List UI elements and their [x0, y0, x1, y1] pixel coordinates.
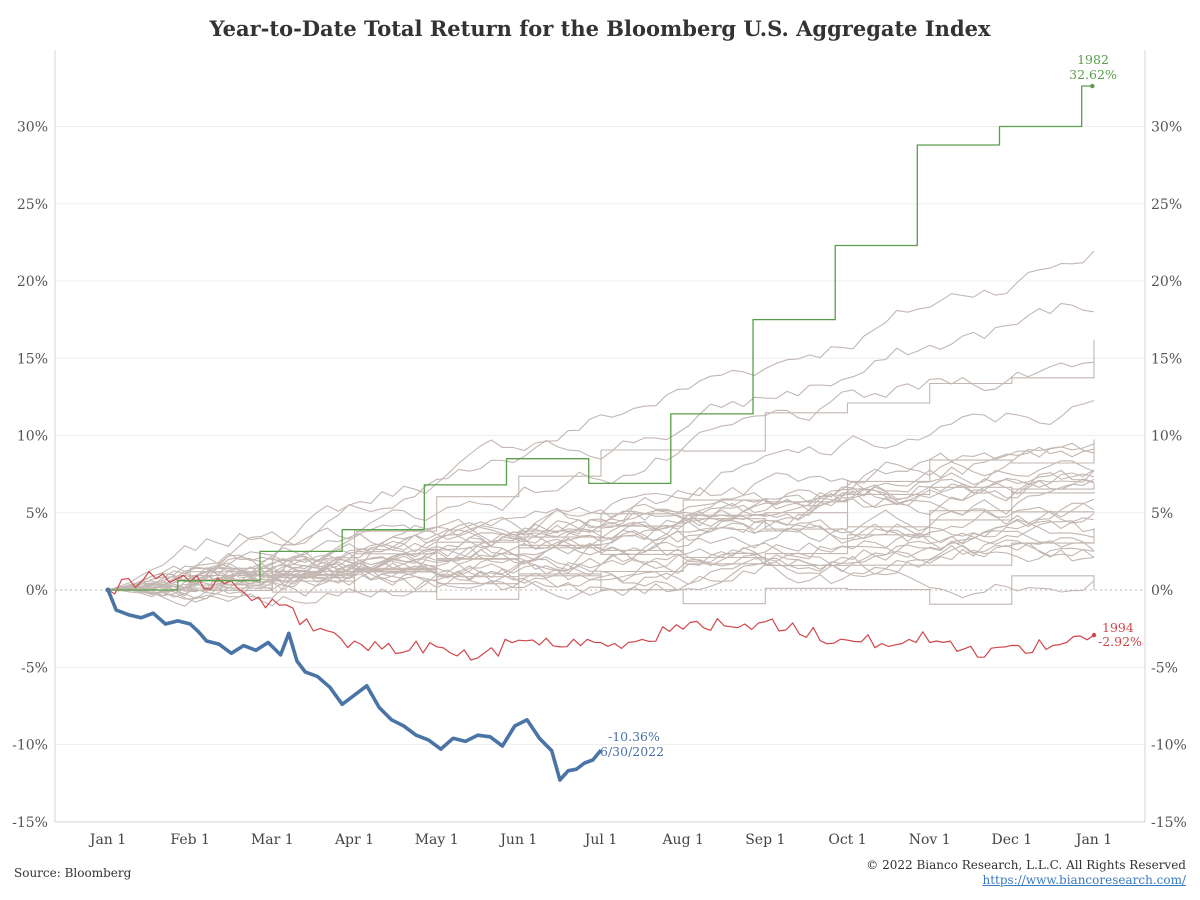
series-start-point-2022 — [105, 587, 111, 593]
gridlines — [55, 126, 1145, 823]
x-tick-label: Feb 1 — [170, 832, 210, 848]
x-tick-label: Jun 1 — [498, 832, 537, 848]
x-tick-label: Jan 1 — [1074, 832, 1112, 848]
annotation-1982-return: 32.62% — [1069, 67, 1117, 82]
other-year-line — [108, 339, 1095, 591]
highlighted-series — [105, 83, 1097, 782]
series-line-1994 — [107, 571, 1095, 661]
y-tick-label-right: -10% — [1151, 738, 1187, 754]
other-year-line — [107, 399, 1095, 592]
y-tick-label-left: 10% — [17, 429, 48, 445]
axis-labels: 30% 30% 25% 25% 20% 20% 15% 15% 10% 10% 5% 5% 0% 0% -5… — [12, 120, 1187, 849]
annotation-2022-return: -10.36% — [608, 729, 660, 744]
y-tick-label-left: -15% — [12, 815, 48, 831]
x-tick-label: Oct 1 — [828, 832, 866, 848]
y-tick-label-left: 30% — [17, 120, 48, 136]
plot-frame — [54, 50, 1146, 823]
x-tick-label: Apr 1 — [334, 832, 374, 848]
y-tick-label-left: 20% — [17, 274, 48, 290]
series-line-2022 — [106, 589, 603, 782]
y-tick-label-right: 30% — [1151, 120, 1182, 136]
y-tick-label-right: 25% — [1151, 197, 1182, 213]
y-tick-label-right: 10% — [1151, 429, 1182, 445]
series-line-1982 — [108, 85, 1093, 591]
annotation-1982-year: 1982 — [1077, 52, 1109, 67]
y-tick-label-left: 15% — [17, 351, 48, 367]
y-tick-label-right: -5% — [1151, 660, 1178, 676]
x-tick-label: Dec 1 — [991, 832, 1032, 848]
website-link[interactable]: https://www.biancoresearch.com/ — [982, 873, 1186, 887]
other-year-line — [107, 361, 1095, 592]
annotation-1994-return: -2.92% — [1098, 634, 1142, 649]
copyright-notice: © 2022 Bianco Research, L.L.C. All Right… — [866, 858, 1186, 872]
y-tick-label-right: 15% — [1151, 351, 1182, 367]
x-tick-label: Jan 1 — [88, 832, 126, 848]
series-end-point-1982 — [1090, 83, 1095, 89]
other-year-line — [107, 250, 1095, 591]
y-tick-label-left: -5% — [21, 660, 48, 676]
y-tick-label-left: 0% — [26, 583, 48, 599]
y-tick-label-right: 20% — [1151, 274, 1182, 290]
annotation-1994-year: 1994 — [1102, 620, 1134, 635]
annotations: -10.36% 6/30/2022 1982 32.62% 1994 -2.92… — [600, 52, 1142, 759]
y-tick-label-right: 0% — [1151, 583, 1173, 599]
y-tick-label-right: -15% — [1151, 815, 1187, 831]
series-end-point-1994 — [1091, 632, 1097, 638]
x-tick-label: Mar 1 — [251, 832, 294, 848]
x-tick-label: Jul 1 — [583, 832, 617, 848]
y-tick-label-left: -10% — [12, 738, 48, 754]
chart-title: Year-to-Date Total Return for the Bloomb… — [209, 16, 991, 41]
y-tick-label-right: 5% — [1151, 506, 1173, 522]
x-tick-label: Sep 1 — [745, 832, 785, 848]
background-years-lines — [107, 250, 1095, 607]
x-tick-label: Nov 1 — [909, 832, 951, 848]
source-note: Source: Bloomberg — [14, 866, 132, 880]
y-tick-label-left: 25% — [17, 197, 48, 213]
other-year-line — [107, 520, 1095, 592]
x-tick-label: May 1 — [415, 832, 459, 848]
annotation-2022-date: 6/30/2022 — [600, 744, 664, 759]
other-year-line — [108, 571, 1095, 605]
other-year-line — [107, 555, 1095, 607]
x-tick-label: Aug 1 — [661, 832, 703, 848]
y-tick-label-left: 5% — [26, 506, 48, 522]
